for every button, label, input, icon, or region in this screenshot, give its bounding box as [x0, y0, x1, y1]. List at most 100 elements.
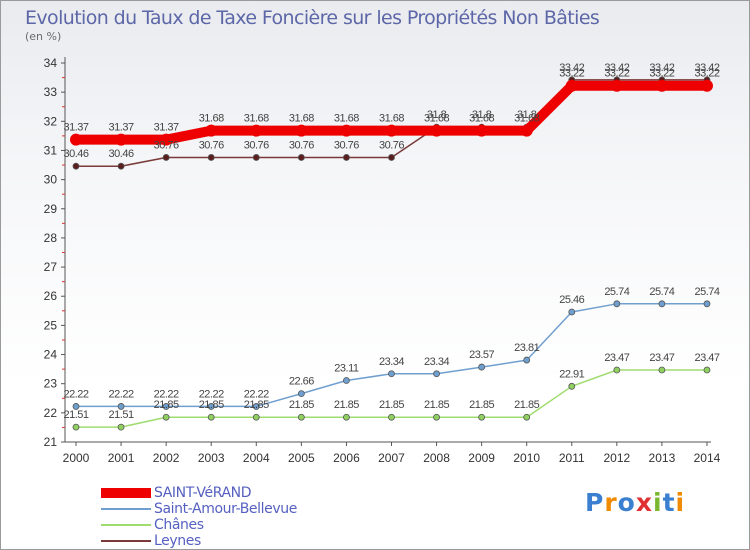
data-point — [343, 413, 350, 421]
data-point — [433, 370, 440, 378]
data-point — [655, 79, 668, 92]
logo-letter: r — [604, 488, 618, 517]
data-label: 22.66 — [289, 376, 314, 388]
data-point — [297, 154, 305, 161]
data-point — [72, 403, 80, 410]
data-label: 33.42 — [694, 62, 719, 74]
data-label: 31.68 — [334, 113, 359, 125]
data-point — [162, 413, 170, 421]
x-tick-label: 2004 — [243, 451, 270, 465]
data-label: 21.51 — [109, 409, 134, 421]
data-point — [70, 133, 82, 146]
logo-letter: i — [675, 488, 686, 517]
data-label: 31.68 — [244, 113, 269, 125]
y-tick-label: 29 — [44, 202, 58, 216]
y-tick-label: 21 — [44, 435, 58, 449]
data-point — [478, 363, 486, 371]
data-point — [523, 413, 531, 421]
data-label: 31.8 — [472, 109, 492, 121]
y-tick-label: 30 — [44, 173, 58, 187]
proxiti-logo: Proxiti — [585, 488, 685, 517]
data-label: 25.74 — [604, 286, 629, 298]
data-label: 21.85 — [199, 399, 224, 411]
data-label: 33.42 — [559, 62, 584, 74]
data-point — [568, 308, 576, 316]
data-point — [523, 356, 531, 364]
data-label: 25.74 — [649, 286, 674, 298]
data-label: 33.22 — [604, 68, 629, 80]
data-point — [433, 413, 440, 421]
data-point — [205, 124, 218, 137]
data-point — [388, 154, 395, 161]
data-point — [568, 382, 576, 390]
data-label: 23.47 — [694, 352, 719, 364]
data-label: 33.22 — [559, 68, 584, 80]
logo-letter: t — [662, 488, 676, 517]
x-tick-label: 2002 — [153, 451, 180, 465]
legend-label: Saint-Amour-Bellevue — [154, 501, 297, 517]
data-label: 22.91 — [559, 368, 584, 380]
data-point — [115, 133, 128, 146]
data-label: 30.46 — [109, 148, 134, 160]
data-point — [343, 154, 350, 161]
chart-title: Evolution du Taux de Taxe Foncière sur l… — [25, 7, 600, 29]
y-tick-label: 34 — [44, 56, 58, 70]
data-label: 31.37 — [109, 122, 134, 134]
chart-legend: SAINT-VéRAND Saint-Amour-Bellevue Chânes Le… — [101, 485, 297, 549]
data-point — [430, 124, 443, 137]
legend-swatch — [101, 524, 151, 526]
legend-swatch — [101, 488, 151, 498]
data-point — [160, 133, 173, 146]
x-tick-label: 2010 — [513, 451, 540, 465]
data-point — [700, 79, 713, 92]
data-label: 22.22 — [63, 388, 88, 400]
data-label: 31.68 — [199, 113, 224, 125]
data-point — [297, 390, 305, 398]
data-label: 33.22 — [694, 68, 719, 80]
data-label: 23.34 — [379, 356, 404, 368]
data-label: 30.76 — [244, 139, 269, 151]
data-point — [72, 162, 80, 170]
data-point — [252, 403, 260, 410]
data-point — [297, 413, 305, 421]
data-label: 22.22 — [154, 388, 179, 400]
data-label: 33.42 — [604, 62, 629, 74]
legend-item: SAINT-VéRAND — [101, 485, 297, 501]
data-label: 30.76 — [379, 139, 404, 151]
data-label: 22.22 — [109, 388, 134, 400]
data-label: 25.74 — [694, 286, 719, 298]
data-label: 31.68 — [469, 113, 494, 125]
legend-item: Saint-Amour-Bellevue — [101, 501, 297, 517]
legend-label: SAINT-VéRAND — [154, 485, 252, 501]
data-label: 31.68 — [514, 113, 539, 125]
data-label: 23.34 — [424, 356, 449, 368]
x-tick-label: 2013 — [649, 451, 676, 465]
data-point — [343, 377, 350, 384]
y-tick-label: 32 — [44, 114, 58, 128]
data-point — [250, 124, 263, 137]
y-tick-label: 25 — [44, 318, 58, 332]
legend-label: Chânes — [154, 517, 204, 533]
x-tick-label: 2008 — [423, 451, 450, 465]
data-point — [252, 154, 260, 161]
data-label: 23.47 — [649, 352, 674, 364]
data-label: 31.8 — [427, 109, 447, 121]
logo-letter: P — [585, 488, 605, 517]
y-tick-label: 24 — [44, 348, 58, 362]
data-label: 31.68 — [424, 113, 449, 125]
data-label: 31.68 — [379, 113, 404, 125]
data-point — [388, 413, 395, 421]
legend-item: Leynes — [101, 533, 297, 549]
data-label: 21.85 — [244, 399, 269, 411]
data-label: 21.85 — [379, 399, 404, 411]
x-tick-label: 2003 — [198, 451, 225, 465]
data-point — [72, 423, 80, 431]
data-label: 31.68 — [289, 113, 314, 125]
data-point — [295, 124, 308, 137]
data-point — [703, 300, 711, 308]
data-label: 21.85 — [514, 399, 539, 411]
data-label: 33.42 — [649, 62, 674, 74]
data-point — [117, 403, 125, 410]
